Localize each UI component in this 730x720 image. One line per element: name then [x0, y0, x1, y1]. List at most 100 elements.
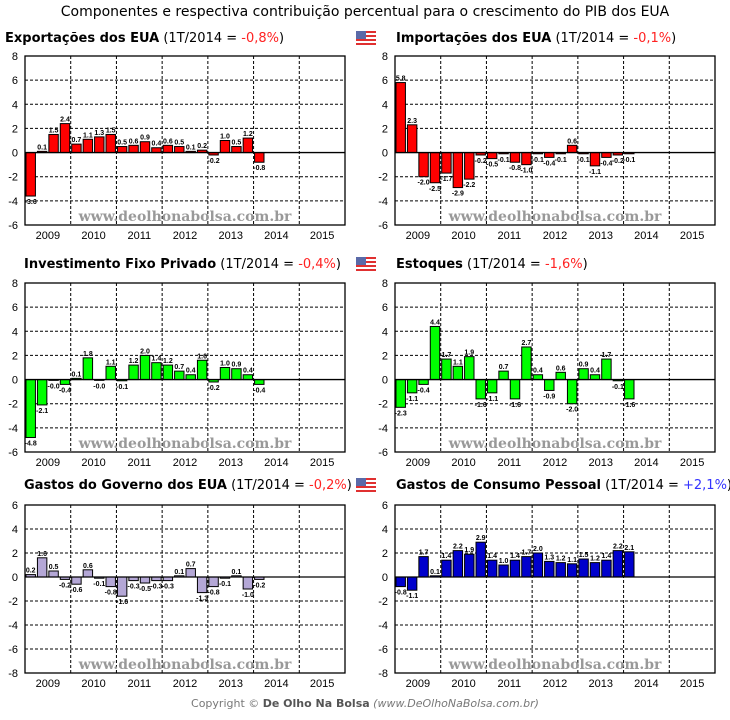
bar — [429, 152, 441, 184]
bar — [406, 124, 418, 154]
bar-value-label: -0.8 — [105, 590, 117, 597]
x-tick-label: 2009 — [36, 678, 60, 690]
bar — [464, 152, 475, 180]
bar-value-label: 1.5 — [106, 127, 116, 134]
bar-value-label: 1.4 — [442, 553, 452, 560]
bar — [242, 137, 254, 154]
bar-value-label: 0.7 — [174, 364, 184, 371]
panel-subtitle-value: -0,8% — [241, 31, 279, 46]
bar — [94, 136, 105, 154]
x-tick-label: 2012 — [173, 678, 197, 690]
panel-title-exports: Exportações dos EUA (1T/2014 = -0,8%) — [5, 31, 284, 46]
panel-subtitle-prefix: (1T/2014 = — [467, 257, 545, 272]
bar — [475, 541, 486, 578]
x-tick-label: 2014 — [634, 230, 658, 242]
bar-value-label: -0.4 — [59, 387, 71, 394]
bar-value-label: 1.3 — [544, 554, 554, 561]
bar — [128, 144, 139, 154]
bar-value-label: -0.2 — [59, 582, 71, 589]
bar — [82, 569, 94, 578]
y-tick-label: 2 — [382, 350, 388, 362]
y-tick-label: -4 — [378, 196, 388, 208]
panel-subtitle-suffix: ) — [727, 478, 730, 493]
y-tick-label: -2 — [378, 596, 388, 608]
y-tick-label: -2 — [8, 172, 18, 184]
bar-value-label: 0.1 — [72, 371, 82, 378]
y-tick-label: 4 — [12, 524, 18, 536]
panel-name: Exportações dos EUA — [5, 31, 160, 46]
y-tick-label: 8 — [12, 278, 18, 290]
footer: Copyright © De Olho Na Bolsa (www.DeOlho… — [0, 697, 730, 710]
bar-value-label: 0.1 — [37, 144, 47, 151]
bar — [139, 576, 151, 584]
bar-value-label: -0.1 — [532, 157, 544, 164]
y-tick-label: 0 — [382, 148, 388, 160]
x-tick-label: 2010 — [451, 457, 475, 469]
bar-value-label: -0.3 — [162, 584, 174, 591]
bar — [555, 371, 566, 381]
bar — [231, 146, 242, 154]
bar — [624, 551, 635, 578]
y-tick-label: -8 — [8, 668, 18, 680]
plot-frame — [24, 55, 346, 226]
bar — [105, 576, 116, 588]
bar-value-label: 0.5 — [232, 140, 242, 147]
x-tick-label: 2013 — [218, 678, 242, 690]
bar-value-label: 1.4 — [487, 553, 497, 560]
bar-value-label: 1.5 — [579, 552, 589, 559]
bar — [395, 82, 406, 154]
bar — [151, 147, 162, 154]
chart-panel-5: -8 -6 -4 -2 0 2 4 6 2009 2010 2011 2012 2013 2014 2015… — [378, 500, 716, 690]
bar — [601, 559, 612, 578]
bar — [452, 365, 464, 381]
bar-value-label: 0.1 — [186, 144, 196, 151]
bar-value-label: -1.0 — [520, 168, 532, 175]
bar — [185, 568, 196, 578]
bar-value-label: -0.1 — [93, 581, 105, 588]
chart-panel-1: -6 -4 -2 0 2 4 6 8 2009 2010 2011 2012 2013 2014 2015 w… — [378, 51, 716, 242]
x-tick-label: 2012 — [543, 230, 567, 242]
bar-value-label: 0.6 — [163, 138, 173, 145]
y-tick-label: -8 — [378, 668, 388, 680]
bar-value-label: 1.1 — [453, 359, 463, 366]
y-tick-label: 6 — [382, 75, 388, 87]
panel-subtitle-value: -0,2% — [309, 478, 347, 493]
bar-value-label: -0.1 — [623, 157, 635, 164]
bar — [82, 357, 94, 381]
bar — [578, 558, 589, 578]
x-tick-label: 2015 — [310, 230, 334, 242]
y-tick-label: 0 — [382, 375, 388, 387]
bar — [71, 143, 82, 154]
bar — [71, 576, 82, 585]
bar-value-label: 2.9 — [476, 535, 486, 542]
panel-title-consumption: Gastos de Consumo Pessoal (1T/2014 = +2,… — [396, 478, 730, 493]
bar — [82, 138, 94, 154]
bar-value-label: 0.7 — [72, 137, 82, 144]
x-tick-label: 2009 — [36, 457, 60, 469]
bar-value-label: 2.1 — [624, 545, 634, 552]
y-tick-label: -6 — [378, 644, 388, 656]
us-flag-icon — [356, 31, 376, 45]
bar-value-label: -0.3 — [150, 584, 162, 591]
bar-value-label: 2.4 — [60, 117, 70, 124]
x-tick-label: 2009 — [406, 678, 430, 690]
y-tick-label: 6 — [12, 500, 18, 512]
bar-value-label: 0.4 — [186, 368, 196, 375]
bar-value-label: -0.1 — [555, 157, 567, 164]
bar-value-label: 1.2 — [163, 358, 173, 365]
plot-frame — [394, 282, 716, 453]
panel-name: Investimento Fixo Privado — [24, 257, 217, 272]
bar — [231, 368, 242, 381]
bar — [128, 364, 139, 381]
plot-frame — [394, 55, 716, 226]
panel-title-inventories: Estoques (1T/2014 = -1,6%) — [396, 257, 588, 272]
panel-subtitle-value: +2,1% — [683, 478, 727, 493]
copyright-url[interactable]: (www.DeOlhoNaBolsa.com.br) — [373, 697, 539, 710]
bar-value-label: 0.4 — [590, 368, 600, 375]
chart-panel-4: -8 -6 -4 -2 0 2 4 6 2009 2010 2011 2012 2013 2014 2015… — [8, 500, 346, 690]
bar — [452, 550, 464, 578]
bar — [116, 576, 128, 597]
y-tick-label: -4 — [8, 196, 18, 208]
x-tick-label: 2009 — [406, 230, 430, 242]
y-tick-label: -2 — [378, 172, 388, 184]
